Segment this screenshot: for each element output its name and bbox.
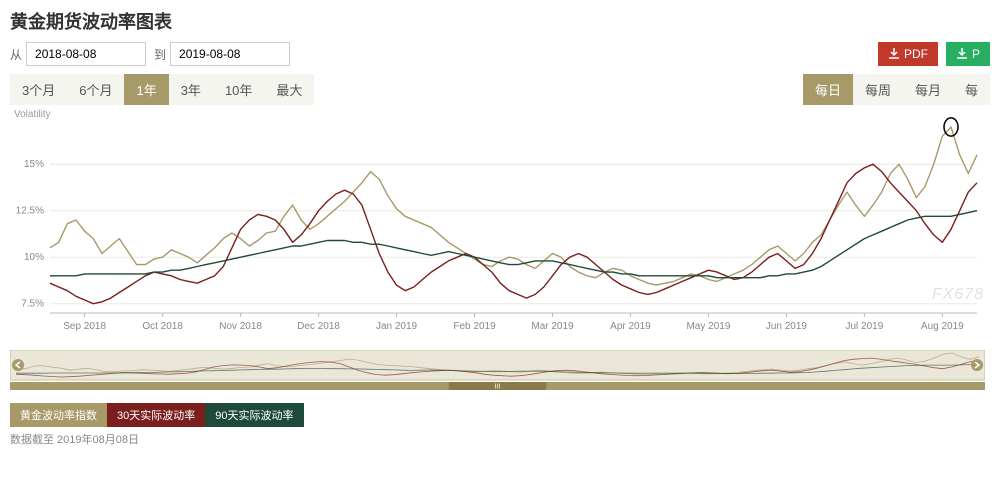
legend-item-1[interactable]: 30天实际波动率: [107, 403, 205, 427]
navigator-area: III: [10, 350, 990, 395]
svg-text:Dec 2018: Dec 2018: [297, 321, 340, 332]
svg-text:Nov 2018: Nov 2018: [219, 321, 262, 332]
date-to-group: 到: [154, 42, 290, 66]
tabs-row: 3个月6个月1年3年10年最大 每日每周每月每: [10, 74, 990, 105]
export-pdf-label: PDF: [904, 47, 928, 61]
range-tabs: 3个月6个月1年3年10年最大: [10, 74, 314, 105]
range-navigator[interactable]: III: [10, 350, 985, 390]
date-to-label: 到: [154, 46, 166, 63]
svg-text:10%: 10%: [24, 252, 44, 263]
range-tab-5[interactable]: 最大: [264, 74, 314, 105]
export-pdf-button[interactable]: PDF: [878, 42, 938, 66]
range-tab-1[interactable]: 6个月: [67, 74, 124, 105]
svg-text:Apr 2019: Apr 2019: [610, 321, 651, 332]
svg-text:Jul 2019: Jul 2019: [845, 321, 883, 332]
chart-area: Volatility 7.5% 10% 12.5% 15% Sep 2018 Oct 20…: [10, 109, 990, 344]
svg-text:12.5%: 12.5%: [16, 206, 44, 217]
interval-tab-1[interactable]: 每周: [853, 74, 903, 105]
svg-text:Jun 2019: Jun 2019: [766, 321, 808, 332]
export-p-button[interactable]: P: [946, 42, 990, 66]
data-footer: 数据截至 2019年08月08日: [10, 431, 990, 447]
download-icon: [956, 48, 968, 60]
svg-text:15%: 15%: [24, 159, 44, 170]
svg-text:Oct 2018: Oct 2018: [142, 321, 183, 332]
svg-text:Feb 2019: Feb 2019: [453, 321, 496, 332]
svg-text:7.5%: 7.5%: [21, 299, 44, 310]
svg-text:May 2019: May 2019: [686, 321, 730, 332]
range-tab-3[interactable]: 3年: [169, 74, 213, 105]
interval-tab-2[interactable]: 每月: [903, 74, 953, 105]
interval-tab-3[interactable]: 每: [953, 74, 990, 105]
svg-text:Mar 2019: Mar 2019: [531, 321, 574, 332]
date-to-input[interactable]: [170, 42, 290, 66]
svg-text:III: III: [495, 384, 501, 391]
date-from-group: 从: [10, 42, 146, 66]
watermark: FX678: [932, 286, 984, 304]
page-title: 黄金期货波动率图表: [10, 8, 990, 34]
interval-tabs: 每日每周每月每: [803, 74, 990, 105]
y-axis-title: Volatility: [14, 109, 51, 120]
export-p-label: P: [972, 47, 980, 61]
download-icon: [888, 48, 900, 60]
range-tab-4[interactable]: 10年: [213, 74, 264, 105]
legend-item-2[interactable]: 90天实际波动率: [205, 403, 303, 427]
volatility-chart[interactable]: 7.5% 10% 12.5% 15% Sep 2018 Oct 2018 Nov 2018 D…: [10, 109, 985, 339]
legend-item-0[interactable]: 黄金波动率指数: [10, 403, 107, 427]
date-from-input[interactable]: [26, 42, 146, 66]
date-from-label: 从: [10, 46, 22, 63]
controls-row: 从 到 PDF P: [10, 42, 990, 66]
svg-text:Sep 2018: Sep 2018: [63, 321, 106, 332]
range-tab-0[interactable]: 3个月: [10, 74, 67, 105]
svg-text:Jan 2019: Jan 2019: [376, 321, 418, 332]
interval-tab-0[interactable]: 每日: [803, 74, 853, 105]
legend: 黄金波动率指数30天实际波动率90天实际波动率: [10, 403, 990, 427]
range-tab-2[interactable]: 1年: [124, 74, 168, 105]
svg-text:Aug 2019: Aug 2019: [921, 321, 964, 332]
